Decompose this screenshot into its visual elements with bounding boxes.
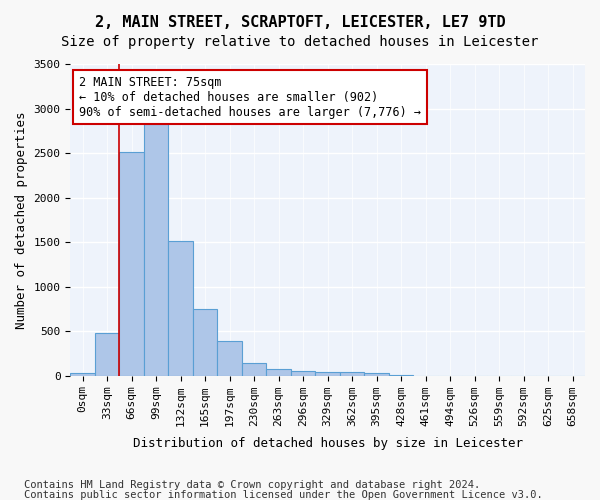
Bar bbox=[266, 369, 291, 376]
Bar bbox=[316, 372, 340, 376]
Y-axis label: Number of detached properties: Number of detached properties bbox=[15, 111, 28, 328]
Bar bbox=[95, 333, 119, 376]
Bar bbox=[70, 374, 95, 376]
Text: Size of property relative to detached houses in Leicester: Size of property relative to detached ho… bbox=[61, 35, 539, 49]
Text: Contains public sector information licensed under the Open Government Licence v3: Contains public sector information licen… bbox=[24, 490, 543, 500]
Text: Contains HM Land Registry data © Crown copyright and database right 2024.: Contains HM Land Registry data © Crown c… bbox=[24, 480, 480, 490]
Bar bbox=[217, 342, 242, 376]
Bar bbox=[291, 371, 316, 376]
Bar bbox=[144, 124, 169, 376]
Text: 2, MAIN STREET, SCRAPTOFT, LEICESTER, LE7 9TD: 2, MAIN STREET, SCRAPTOFT, LEICESTER, LE… bbox=[95, 15, 505, 30]
Bar bbox=[364, 374, 389, 376]
Bar bbox=[242, 363, 266, 376]
Bar bbox=[340, 372, 364, 376]
Bar bbox=[193, 309, 217, 376]
Bar bbox=[169, 241, 193, 376]
X-axis label: Distribution of detached houses by size in Leicester: Distribution of detached houses by size … bbox=[133, 437, 523, 450]
Bar bbox=[119, 152, 144, 376]
Text: 2 MAIN STREET: 75sqm
← 10% of detached houses are smaller (902)
90% of semi-deta: 2 MAIN STREET: 75sqm ← 10% of detached h… bbox=[79, 76, 421, 118]
